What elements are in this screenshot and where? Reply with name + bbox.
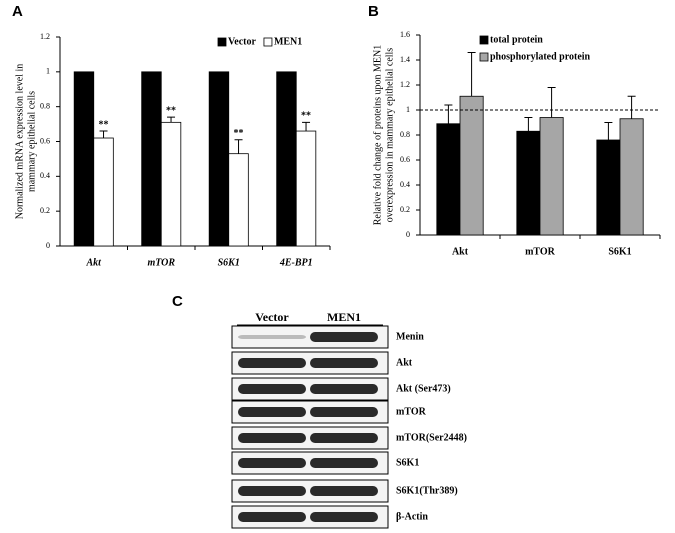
error-bar [547, 87, 556, 118]
x-tick-label: S6K1 [218, 257, 240, 268]
row-label: S6K1 [396, 457, 419, 468]
y-tick-label: 0.2 [40, 206, 50, 215]
column-label: MEN1 [327, 310, 361, 324]
legend-label: total protein [490, 34, 543, 45]
band [238, 358, 306, 368]
band [310, 458, 378, 468]
y-axis-label: Relative fold change of proteins upon ME… [372, 45, 383, 226]
y-tick-label: 1.4 [400, 55, 410, 64]
bar [539, 117, 564, 236]
y-tick-label: 1.2 [40, 32, 50, 41]
row-label: mTOR [396, 406, 427, 417]
x-tick-label: 4E-BP1 [279, 257, 313, 268]
bar [93, 137, 114, 247]
bar [459, 95, 484, 236]
bar [141, 71, 162, 247]
error-bar [627, 95, 636, 119]
error-bar [467, 52, 476, 97]
annotation: ** [99, 119, 109, 130]
x-tick-label: Akt [452, 246, 469, 257]
bar [436, 123, 461, 236]
y-tick-label: 1.2 [400, 80, 410, 89]
column-label: Vector [255, 310, 289, 324]
legend-label: Vector [228, 36, 257, 47]
y-tick-label: 1.6 [400, 30, 410, 39]
band [238, 486, 306, 496]
band [310, 332, 378, 342]
y-tick-label: 0.4 [40, 171, 50, 180]
panel-label: C [172, 293, 183, 310]
y-axis-label: overexpression in mammary epithelial cel… [384, 48, 395, 222]
error-bar [604, 122, 613, 140]
band [238, 407, 306, 417]
row-label: S6K1(Thr389) [396, 485, 458, 496]
error-bar [302, 121, 311, 132]
row-label: Akt [396, 357, 413, 368]
x-tick-label: mTOR [147, 257, 175, 268]
bar [596, 139, 621, 236]
row-label: mTOR(Ser2448) [396, 432, 467, 443]
y-tick-label: 0.6 [400, 155, 410, 164]
panel-label: A [12, 3, 23, 20]
band [310, 358, 378, 368]
band [310, 384, 378, 394]
row-label: Menin [396, 331, 424, 342]
error-bar [444, 104, 453, 124]
annotation: ** [234, 128, 244, 139]
error-bar [524, 117, 533, 132]
bar [160, 121, 182, 247]
legend-swatch [479, 52, 489, 62]
legend-swatch [217, 37, 227, 47]
panel-label: B [368, 3, 379, 20]
bar [73, 71, 95, 247]
y-tick-label: 0.8 [40, 101, 50, 110]
band [310, 433, 378, 443]
x-tick-label: mTOR [525, 246, 556, 257]
band [238, 384, 306, 394]
y-tick-label: 0.6 [40, 136, 50, 145]
band [310, 512, 378, 522]
legend-swatch [479, 35, 489, 45]
x-tick-label: Akt [86, 257, 103, 268]
x-tick-label: S6K1 [608, 246, 631, 257]
bar [208, 71, 230, 247]
error-bar [99, 130, 108, 139]
band [238, 512, 306, 522]
row-label: β-Actin [396, 511, 428, 522]
bar [228, 153, 249, 247]
band [238, 335, 306, 339]
bar [276, 71, 297, 247]
band [310, 486, 378, 496]
y-tick-label: 0 [406, 230, 410, 239]
y-tick-label: 0.8 [400, 130, 410, 139]
annotation: ** [166, 105, 176, 116]
y-axis-label: Normalized mRNA expression level in [14, 64, 25, 220]
legend-swatch [263, 37, 273, 47]
annotation: ** [301, 111, 311, 122]
row-label: Akt (Ser473) [396, 383, 451, 394]
band [238, 433, 306, 443]
y-tick-label: 0 [46, 241, 50, 250]
error-bar [234, 139, 243, 154]
bar [295, 130, 317, 247]
bar [516, 130, 541, 236]
y-axis-label: mammary epithelial cells [26, 91, 37, 192]
band [238, 458, 306, 468]
legend-label: MEN1 [274, 36, 302, 47]
y-tick-label: 0.2 [400, 205, 410, 214]
band [310, 407, 378, 417]
y-tick-label: 1 [46, 67, 50, 76]
bar [619, 118, 644, 236]
error-bar [167, 116, 176, 123]
legend-label: phosphorylated protein [490, 51, 591, 62]
y-tick-label: 0.4 [400, 180, 410, 189]
y-tick-label: 1 [406, 105, 410, 114]
